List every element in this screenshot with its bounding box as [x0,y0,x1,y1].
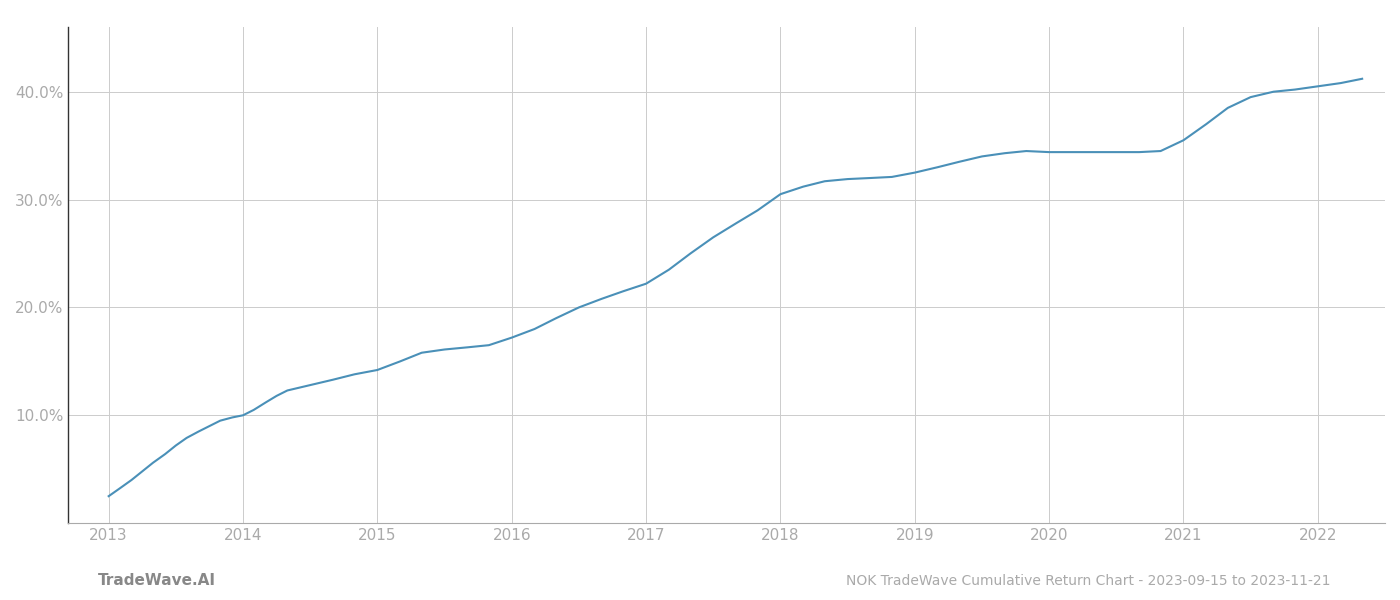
Text: TradeWave.AI: TradeWave.AI [98,573,216,588]
Text: NOK TradeWave Cumulative Return Chart - 2023-09-15 to 2023-11-21: NOK TradeWave Cumulative Return Chart - … [846,574,1330,588]
